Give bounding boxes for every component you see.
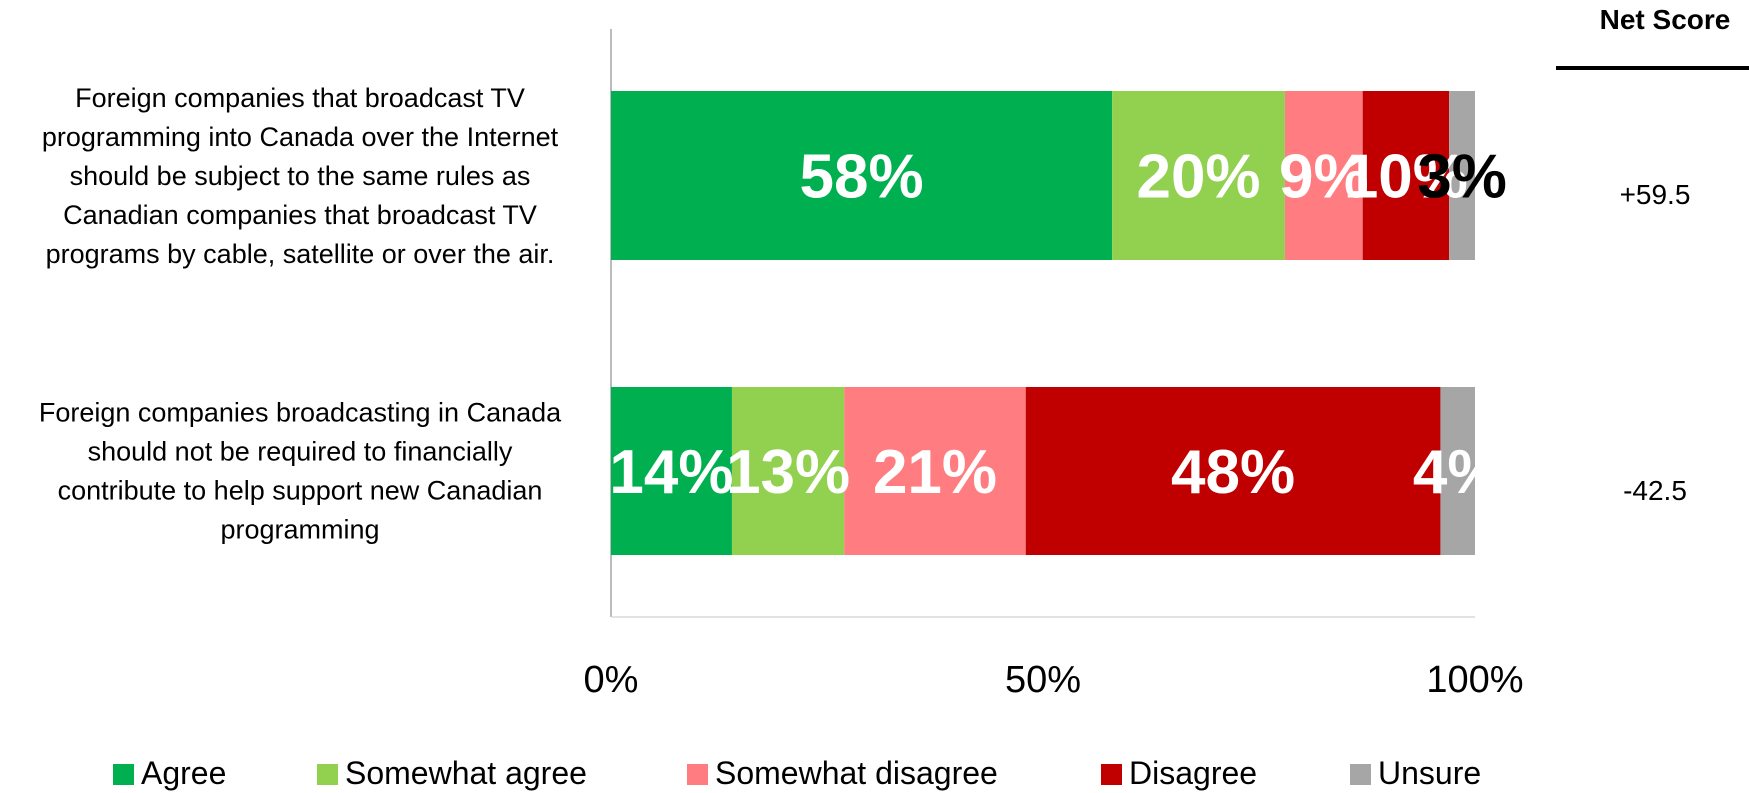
bar-segment (1284, 91, 1363, 260)
data-label: 9% (1279, 143, 1369, 212)
data-label: 20% (1136, 143, 1260, 212)
bar-segment (1025, 387, 1441, 555)
bar-segment (1112, 91, 1285, 260)
legend-swatch (1350, 764, 1371, 785)
legend-swatch (113, 764, 134, 785)
data-label: 4% (1413, 438, 1503, 507)
data-label: 13% (726, 438, 850, 507)
legend-label: Disagree (1129, 755, 1257, 791)
bar-segment (731, 387, 845, 555)
data-label: 10% (1344, 143, 1468, 212)
category-label: Foreign companies broadcasting in Canada… (39, 398, 562, 545)
x-tick-label: 0% (584, 659, 639, 701)
category-label: Foreign companies that broadcast TV progr… (42, 83, 559, 269)
data-label: 48% (1171, 438, 1295, 507)
data-label: 3% (1417, 143, 1507, 212)
net-score-header: Net Score (1599, 4, 1731, 35)
bar-segment (844, 387, 1026, 555)
category-label-line: programs by cable, satellite or over the… (46, 239, 555, 269)
legend-swatch (317, 764, 338, 785)
legend-label: Unsure (1378, 755, 1481, 791)
data-label: 21% (873, 438, 997, 507)
net-score-value: -42.5 (1623, 475, 1687, 506)
category-label-line: contribute to help support new Canadian (58, 476, 543, 506)
bar-segment (1449, 91, 1475, 260)
bar-segment (1440, 387, 1475, 555)
data-label: 58% (800, 143, 924, 212)
bar-segment (611, 387, 732, 555)
category-label-line: Foreign companies broadcasting in Canada (39, 398, 562, 428)
data-label: 14% (609, 438, 733, 507)
legend-label: Agree (141, 755, 226, 791)
category-label-line: Canadian companies that broadcast TV (63, 200, 537, 230)
category-label-line: should be subject to the same rules as (70, 161, 531, 191)
category-label-line: Foreign companies that broadcast TV (75, 83, 525, 113)
net-score-underline (1556, 66, 1749, 70)
category-label-line: programming into Canada over the Interne… (42, 122, 559, 152)
legend-swatch (687, 764, 708, 785)
bar-segment (611, 91, 1113, 260)
legend-swatch (1101, 764, 1122, 785)
category-label-line: should not be required to financially (88, 437, 513, 467)
net-score-value: +59.5 (1620, 179, 1691, 210)
legend-label: Somewhat agree (345, 755, 587, 791)
legend-label: Somewhat disagree (715, 755, 998, 791)
category-label-line: programming (220, 515, 379, 545)
x-tick-label: 50% (1005, 659, 1081, 701)
bar-segment (1362, 91, 1450, 260)
x-tick-label: 100% (1426, 659, 1523, 701)
